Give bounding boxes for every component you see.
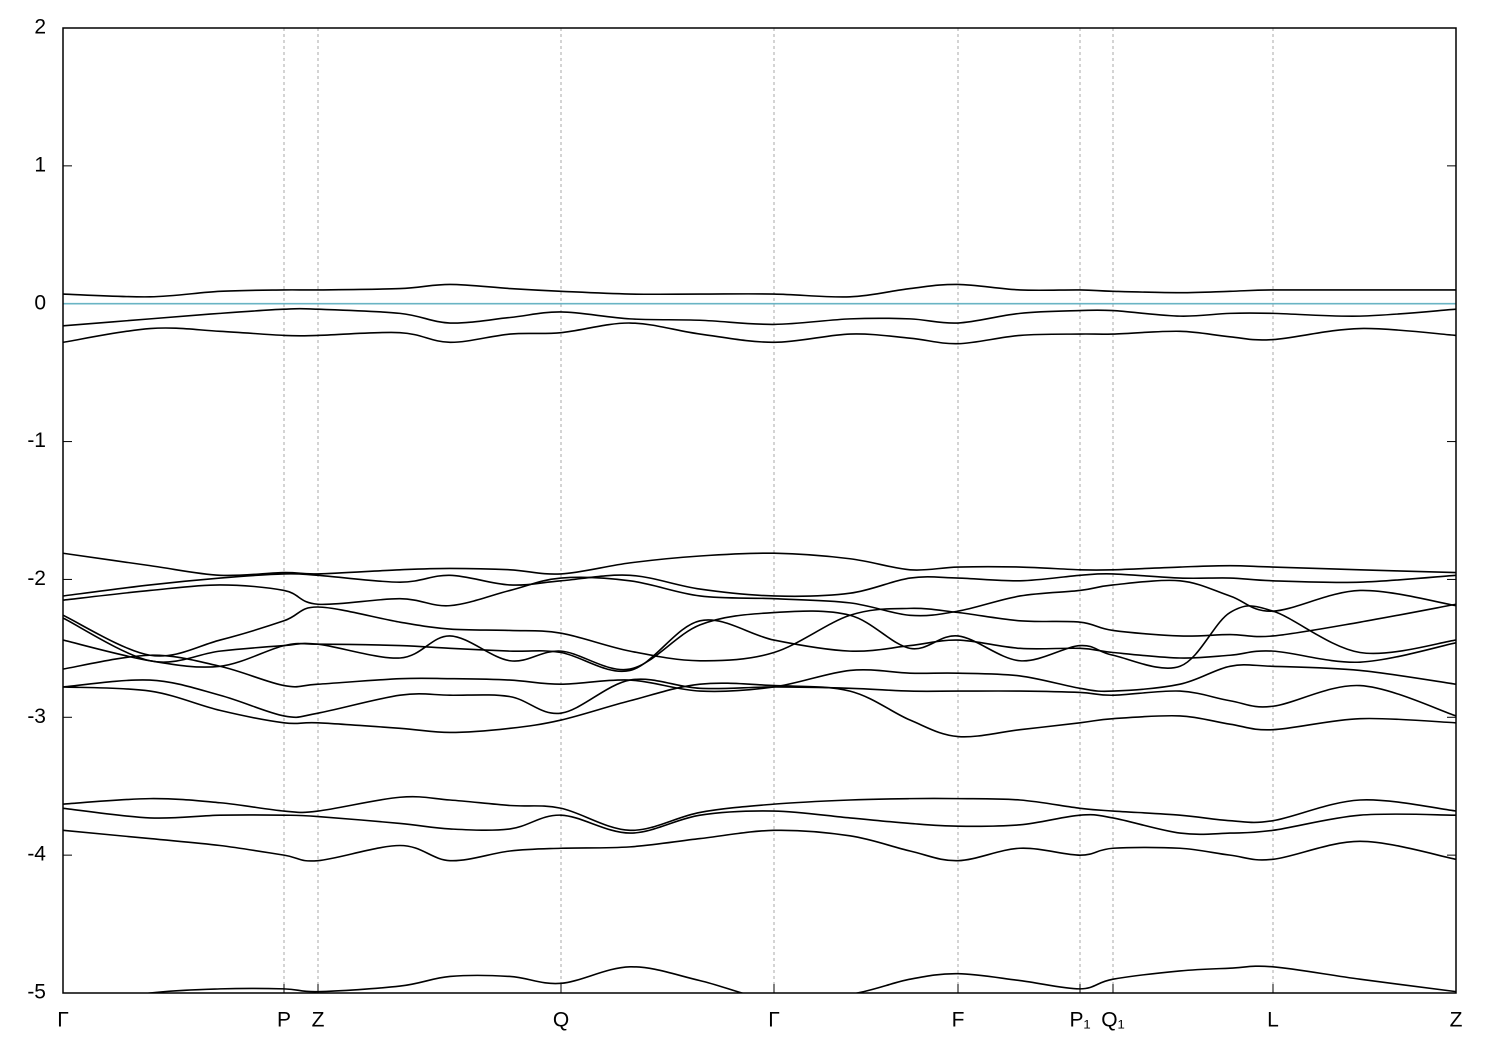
- band-line: [143, 965, 1456, 993]
- x-tick-label: P₁: [1069, 1009, 1090, 1032]
- y-tick-label: -5: [27, 981, 46, 1004]
- x-tick-label: Q₁: [1101, 1009, 1124, 1032]
- band-line: [63, 682, 1456, 738]
- y-tick-label: -3: [27, 705, 46, 728]
- x-tick-label: Q: [553, 1009, 569, 1032]
- band-line: [63, 678, 1456, 719]
- x-tick-label: P: [277, 1009, 291, 1032]
- band-line: [63, 807, 1456, 836]
- y-tick-label: 0: [34, 291, 46, 314]
- band-line: [63, 322, 1456, 345]
- x-tick-label: L: [1267, 1009, 1279, 1032]
- y-tick-label: -2: [27, 567, 46, 590]
- band-line: [63, 572, 1456, 598]
- x-tick-label: Z: [1450, 1009, 1463, 1032]
- y-tick-label: -4: [27, 843, 46, 866]
- y-tick-label: -1: [27, 429, 46, 452]
- plot-area: [63, 283, 1456, 993]
- band-line: [63, 829, 1456, 862]
- band-line: [63, 283, 1456, 298]
- band-line: [63, 576, 1456, 617]
- band-line: [63, 795, 1456, 832]
- y-tick-label: 2: [34, 16, 46, 39]
- band-line: [63, 307, 1456, 327]
- plot-frame: [62, 27, 1457, 994]
- x-tick-label: Γ: [57, 1009, 69, 1032]
- x-tick-label: Γ: [768, 1009, 780, 1032]
- y-tick-label: 1: [34, 153, 46, 176]
- band-line: [63, 619, 1456, 673]
- band-line: [63, 603, 1456, 662]
- x-tick-label: Z: [312, 1009, 325, 1032]
- x-tick-label: F: [952, 1009, 965, 1032]
